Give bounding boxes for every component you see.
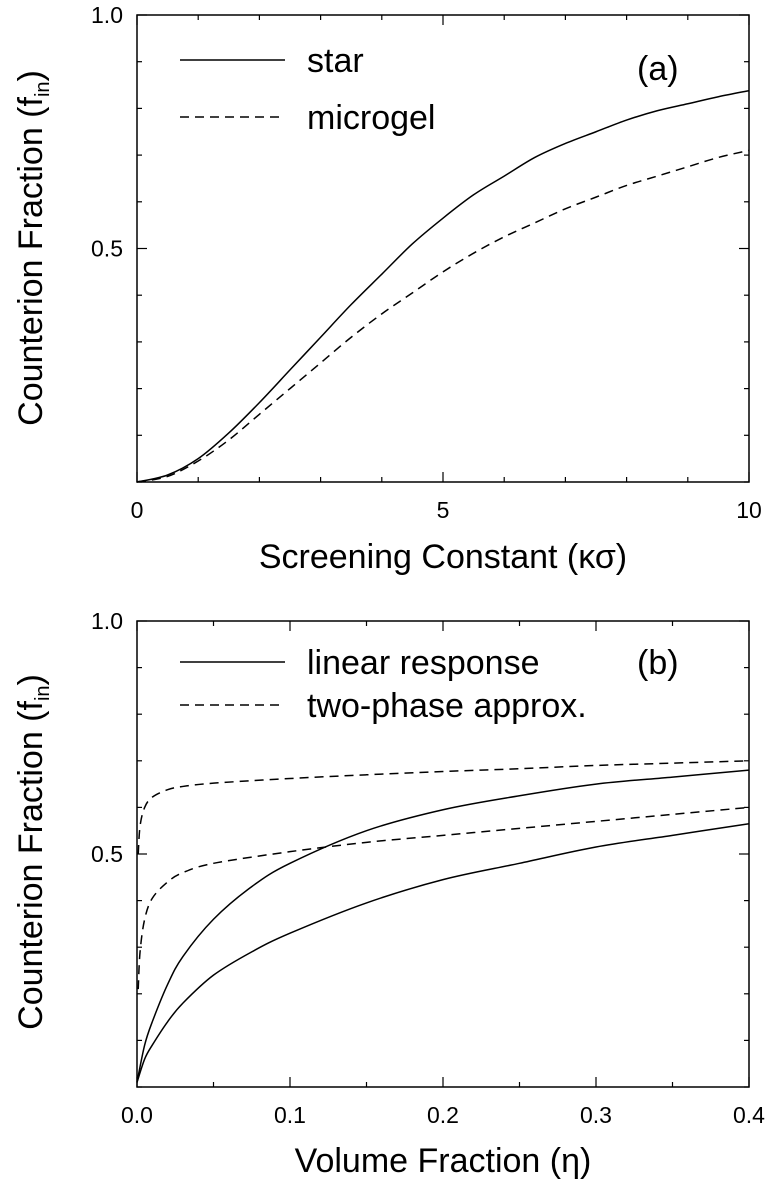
series-line-linear-response-1 <box>136 822 750 1083</box>
y-axis-label: Counterion Fraction (fin) <box>12 70 54 426</box>
y-axis-label-subscript: in <box>32 81 54 97</box>
panel-label-b: (b) <box>637 644 679 682</box>
y-axis-label-close: ) <box>12 674 50 685</box>
x-axis-label: Volume Fraction (η) <box>295 1142 592 1180</box>
curves <box>136 760 750 1083</box>
series-line-star-0 <box>136 89 750 483</box>
series-line-two-phase-approx--2 <box>137 760 750 855</box>
legend-label-linear-response: linear response <box>307 644 539 682</box>
y-tick-label: 1.0 <box>91 2 123 28</box>
x-tick-label: 5 <box>437 497 450 523</box>
panel-a: 0 5 10 0.5 1.0 Screening Constant (κσ) Coun… <box>12 2 762 576</box>
panel-label-a: (a) <box>637 50 679 88</box>
x-tick-label: 0.1 <box>274 1102 306 1128</box>
series-line-two-phase-approx--3 <box>137 806 750 990</box>
y-tick-label: 0.5 <box>91 236 123 262</box>
y-axis-label: Counterion Fraction (fin) <box>12 674 54 1030</box>
legend-label-microgel: microgel <box>307 99 435 137</box>
y-axis-label-main: Counterion Fraction (f <box>12 96 50 425</box>
y-tick-label: 1.0 <box>91 608 123 634</box>
y-tick-label: 0.5 <box>91 841 123 867</box>
y-tick-labels: 0.5 1.0 <box>91 608 123 867</box>
x-tick-label: 0 <box>131 497 144 523</box>
y-axis-label-main: Counterion Fraction (f <box>12 700 50 1029</box>
y-axis-label-subscript: in <box>32 685 54 701</box>
y-axis-label-close: ) <box>12 70 50 81</box>
x-tick-label: 0.2 <box>427 1102 459 1128</box>
series-line-linear-response-0 <box>136 769 750 1083</box>
x-tick-label: 10 <box>736 497 762 523</box>
series-line-microgel-1 <box>136 149 750 483</box>
x-tick-label: 0.0 <box>121 1102 153 1128</box>
curves <box>136 89 750 483</box>
tick-marks <box>136 620 750 1088</box>
y-tick-labels: 0.5 1.0 <box>91 2 123 262</box>
tick-marks <box>136 14 750 483</box>
x-tick-labels: 0 5 10 <box>131 497 762 523</box>
panel-b: 0.0 0.1 0.2 0.3 0.4 0.5 1.0 Volume Fraction (… <box>12 608 765 1180</box>
legend-label-star: star <box>307 42 364 80</box>
x-tick-label: 0.3 <box>580 1102 612 1128</box>
x-tick-labels: 0.0 0.1 0.2 0.3 0.4 <box>121 1102 765 1128</box>
x-tick-label: 0.4 <box>733 1102 765 1128</box>
x-axis-label: Screening Constant (κσ) <box>259 538 627 576</box>
legend: star microgel <box>180 42 435 137</box>
legend: linear response two-phase approx. <box>180 644 587 725</box>
legend-label-two-phase-approx: two-phase approx. <box>307 687 587 725</box>
